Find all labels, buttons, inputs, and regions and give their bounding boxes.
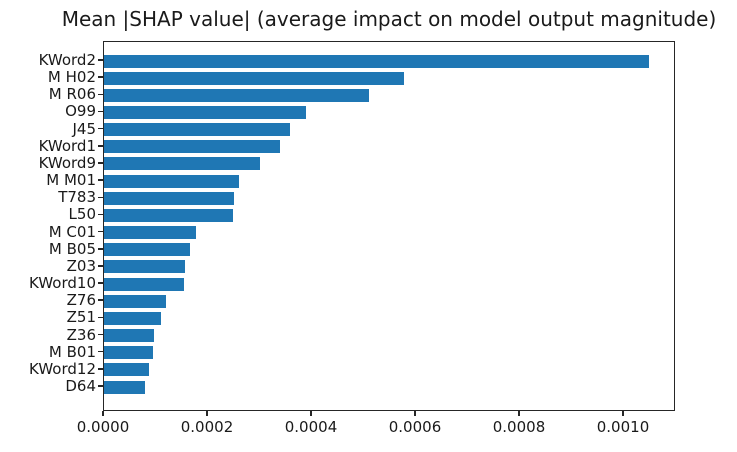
bar-M-C01	[104, 226, 196, 240]
bar-Z36	[104, 329, 154, 343]
y-tick-label: L50	[68, 205, 96, 224]
y-tick-mark	[98, 385, 103, 387]
y-tick-mark	[98, 282, 103, 284]
y-tick-label: M M01	[46, 171, 96, 190]
bar-M-M01	[104, 174, 240, 188]
bar-KWord9	[104, 157, 260, 171]
y-tick-mark	[98, 93, 103, 96]
bar-Z76	[104, 294, 166, 308]
bar-T783	[104, 191, 234, 205]
chart-title: Mean |SHAP value| (average impact on mod…	[61, 7, 717, 31]
y-tick-label: M B05	[48, 239, 96, 258]
x-tick-mark	[206, 411, 208, 416]
x-tick-label: 0.0010	[596, 418, 650, 436]
y-tick-mark	[98, 76, 103, 78]
x-tick-mark	[414, 411, 416, 416]
y-tick-mark	[98, 213, 103, 216]
bar-M-H02	[104, 71, 405, 85]
y-tick-label: Z51	[66, 308, 96, 327]
y-tick-label: O99	[65, 102, 96, 121]
y-tick-mark	[98, 145, 103, 147]
x-tick-label: 0.0000	[76, 418, 130, 436]
y-tick-mark	[98, 368, 103, 370]
y-tick-label: KWord12	[29, 359, 96, 378]
y-tick-label: Z36	[66, 325, 96, 344]
bar-KWord1	[104, 140, 280, 154]
bar-J45	[104, 123, 291, 137]
y-tick-mark	[98, 127, 103, 130]
bar-M-R06	[104, 88, 370, 102]
y-tick-label: KWord9	[38, 153, 96, 172]
bar-Z03	[104, 260, 186, 274]
bar-KWord10	[104, 277, 185, 291]
x-tick-label: 0.0006	[388, 418, 442, 436]
x-tick-label: 0.0002	[180, 418, 234, 436]
bar-L50	[104, 208, 233, 222]
bar-KWord2	[104, 54, 649, 68]
y-tick-mark	[98, 265, 103, 267]
y-tick-mark	[98, 248, 103, 250]
x-tick-mark	[310, 411, 312, 416]
y-tick-label: D64	[65, 377, 96, 396]
x-tick-mark	[518, 411, 520, 416]
y-tick-label: M B01	[48, 342, 96, 361]
y-tick-mark	[98, 179, 103, 181]
y-tick-mark	[98, 316, 103, 319]
bar-M-B01	[104, 346, 154, 360]
x-tick-label: 0.0008	[492, 418, 546, 436]
y-tick-label: Z76	[66, 291, 96, 310]
bar-KWord12	[104, 363, 149, 377]
x-tick-label: 0.0004	[284, 418, 338, 436]
y-tick-label: M H02	[47, 68, 96, 87]
y-tick-label: T783	[58, 188, 96, 207]
y-tick-label: M C01	[48, 222, 96, 241]
y-tick-mark	[98, 333, 103, 336]
plot-area	[103, 41, 675, 411]
y-tick-mark	[98, 350, 103, 353]
y-tick-mark	[98, 59, 103, 61]
y-tick-label: KWord2	[38, 51, 96, 69]
x-tick-mark	[102, 411, 104, 416]
y-tick-label: M R06	[48, 85, 96, 104]
x-tick-mark	[622, 411, 624, 416]
y-tick-label: KWord1	[38, 136, 96, 155]
bar-M-B05	[104, 243, 190, 257]
y-tick-mark	[98, 196, 103, 199]
y-tick-mark	[98, 162, 103, 164]
y-tick-mark	[98, 230, 103, 233]
bar-Z51	[104, 311, 161, 325]
y-tick-mark	[98, 110, 103, 113]
y-tick-label: KWord10	[29, 274, 96, 293]
bar-O99	[104, 105, 307, 119]
y-tick-label: J45	[72, 119, 96, 138]
bar-D64	[104, 380, 145, 394]
y-tick-mark	[98, 299, 103, 301]
y-tick-label: Z03	[66, 256, 96, 275]
